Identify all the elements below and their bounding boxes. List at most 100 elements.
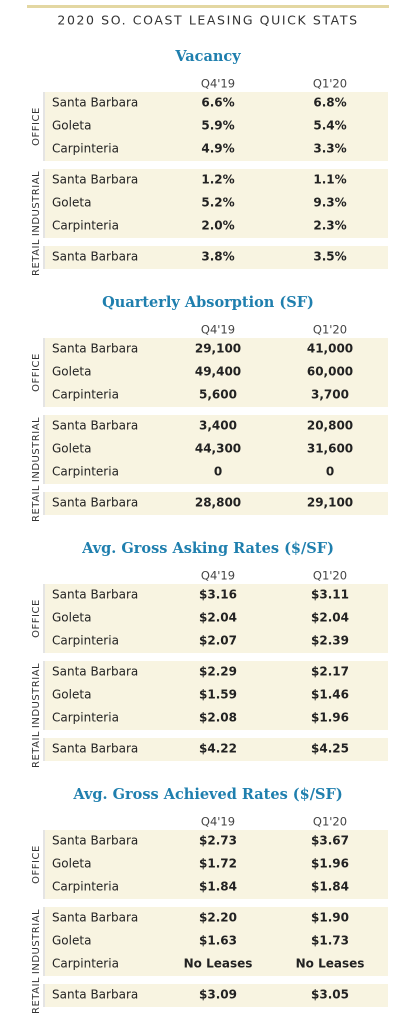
cell-value: 5.9%	[201, 119, 234, 133]
group-label: INDUSTRIAL	[31, 171, 42, 236]
market-name: Santa Barbara	[52, 588, 138, 602]
cell-value: 2.3%	[313, 219, 346, 233]
group-label: OFFICE	[31, 107, 42, 146]
cell-value: No Leases	[296, 957, 365, 971]
market-name: Santa Barbara	[52, 988, 138, 1002]
cell-value: $1.96	[311, 711, 349, 725]
cell-value: $1.90	[311, 911, 349, 925]
cell-value: 0	[326, 465, 334, 479]
cell-value: 3,400	[199, 419, 237, 433]
group-band	[45, 492, 388, 515]
cell-value: 6.6%	[201, 96, 234, 110]
market-name: Goleta	[52, 365, 91, 379]
group-label: RETAIL	[31, 239, 42, 276]
cell-value: 29,100	[307, 496, 353, 510]
market-name: Carpinteria	[52, 711, 119, 725]
market-name: Goleta	[52, 611, 91, 625]
section-title: Avg. Gross Asking Rates ($/SF)	[81, 540, 334, 557]
market-name: Carpinteria	[52, 388, 119, 402]
cell-value: 3.5%	[313, 250, 346, 264]
cell-value: 20,800	[307, 419, 353, 433]
cell-value: $1.72	[199, 857, 237, 871]
cell-value: $1.96	[311, 857, 349, 871]
market-name: Santa Barbara	[52, 742, 138, 756]
market-name: Santa Barbara	[52, 250, 138, 264]
column-header: Q1'20	[313, 815, 347, 829]
section-title: Vacancy	[174, 48, 241, 65]
market-name: Goleta	[52, 119, 91, 133]
cell-value: $3.67	[311, 834, 349, 848]
cell-value: $2.04	[199, 611, 237, 625]
cell-value: $1.84	[199, 880, 237, 894]
market-name: Goleta	[52, 196, 91, 210]
column-header: Q4'19	[201, 569, 235, 583]
group-band	[45, 169, 388, 238]
market-name: Goleta	[52, 934, 91, 948]
group-band	[45, 984, 388, 1007]
cell-value: 2.0%	[201, 219, 234, 233]
cell-value: 3.8%	[201, 250, 234, 264]
market-name: Carpinteria	[52, 142, 119, 156]
market-name: Carpinteria	[52, 957, 119, 971]
cell-value: 5.2%	[201, 196, 234, 210]
group-band	[45, 338, 388, 407]
section-title: Avg. Gross Achieved Rates ($/SF)	[72, 786, 342, 803]
cell-value: 44,300	[195, 442, 241, 456]
market-name: Santa Barbara	[52, 911, 138, 925]
column-header: Q1'20	[313, 323, 347, 337]
cell-value: $2.73	[199, 834, 237, 848]
cell-value: $2.08	[199, 711, 237, 725]
market-name: Santa Barbara	[52, 419, 138, 433]
market-name: Santa Barbara	[52, 496, 138, 510]
top-rule	[27, 5, 389, 8]
group-label: RETAIL	[31, 731, 42, 768]
group-label: INDUSTRIAL	[31, 663, 42, 728]
market-name: Goleta	[52, 688, 91, 702]
cell-value: $2.17	[311, 665, 349, 679]
group-band	[45, 830, 388, 899]
cell-value: 1.2%	[201, 173, 234, 187]
group-band	[45, 246, 388, 269]
cell-value: 3.3%	[313, 142, 346, 156]
market-name: Goleta	[52, 857, 91, 871]
cell-value: No Leases	[184, 957, 253, 971]
cell-value: 0	[214, 465, 222, 479]
market-name: Santa Barbara	[52, 96, 138, 110]
cell-value: $2.29	[199, 665, 237, 679]
cell-value: $3.16	[199, 588, 237, 602]
group-band	[45, 907, 388, 976]
cell-value: 5,600	[199, 388, 237, 402]
market-name: Santa Barbara	[52, 665, 138, 679]
group-label: RETAIL	[31, 485, 42, 522]
cell-value: $2.04	[311, 611, 349, 625]
cell-value: 1.1%	[313, 173, 346, 187]
group-band	[45, 584, 388, 653]
column-header: Q4'19	[201, 77, 235, 91]
cell-value: 5.4%	[313, 119, 346, 133]
cell-value: 41,000	[307, 342, 353, 356]
group-band	[45, 415, 388, 484]
market-name: Santa Barbara	[52, 173, 138, 187]
group-label: OFFICE	[31, 353, 42, 392]
section-title: Quarterly Absorption (SF)	[102, 294, 314, 311]
column-header: Q4'19	[201, 815, 235, 829]
cell-value: 49,400	[195, 365, 241, 379]
cell-value: 6.8%	[313, 96, 346, 110]
group-label: OFFICE	[31, 599, 42, 638]
page-title: 2020 SO. COAST LEASING QUICK STATS	[57, 13, 358, 28]
cell-value: $2.07	[199, 634, 237, 648]
group-band	[45, 92, 388, 161]
cell-value: $1.84	[311, 880, 349, 894]
market-name: Carpinteria	[52, 219, 119, 233]
market-name: Santa Barbara	[52, 834, 138, 848]
cell-value: $1.73	[311, 934, 349, 948]
group-label: INDUSTRIAL	[31, 909, 42, 974]
cell-value: $4.22	[199, 742, 237, 756]
cell-value: $3.05	[311, 988, 349, 1002]
group-band	[45, 738, 388, 761]
market-name: Santa Barbara	[52, 342, 138, 356]
market-name: Carpinteria	[52, 634, 119, 648]
cell-value: $2.20	[199, 911, 237, 925]
cell-value: $4.25	[311, 742, 349, 756]
